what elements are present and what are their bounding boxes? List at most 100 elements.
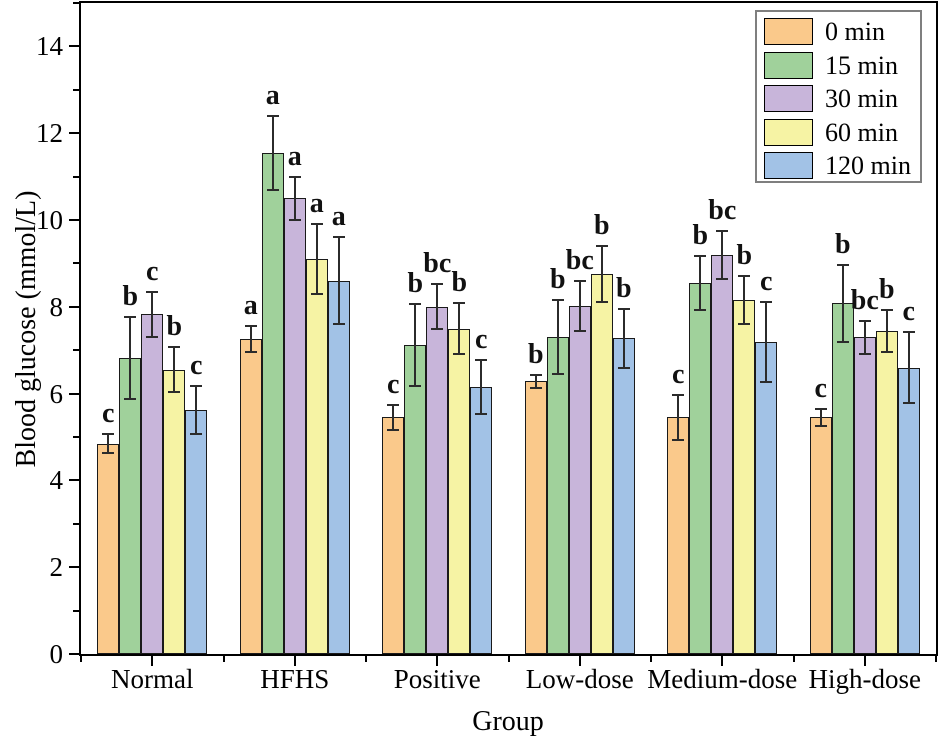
error-cap-bottom [738, 323, 751, 326]
error-bar [293, 176, 296, 220]
significance-letter: b [615, 272, 632, 304]
error-bar [677, 394, 680, 441]
error-cap-bottom [190, 432, 203, 435]
error-cap-bottom [694, 308, 707, 311]
significance-letter: b [451, 267, 468, 299]
error-bar [907, 331, 910, 404]
y-major-tick [69, 219, 79, 221]
y-major-tick [69, 305, 79, 308]
legend: 0 min 15 min 30 min 60 min 120 min [755, 10, 922, 183]
bar [755, 342, 778, 654]
bar [404, 345, 427, 654]
significance-letter: c [387, 369, 400, 401]
y-minor-tick [73, 2, 79, 4]
bar [119, 358, 142, 654]
error-cap-bottom [332, 323, 345, 326]
y-major-tick [69, 653, 79, 655]
error-cap-bottom [266, 188, 279, 191]
error-bar [107, 433, 110, 454]
significance-letter: b [166, 311, 183, 343]
legend-item: 60 min [764, 118, 920, 146]
error-bar [129, 316, 132, 400]
significance-letter: b [407, 267, 424, 299]
x-major-tick [151, 656, 154, 666]
legend-item: 15 min [764, 51, 920, 79]
x-category-label: Low-dose [525, 664, 634, 694]
error-cap-bottom [880, 350, 893, 353]
error-bar [249, 326, 252, 353]
error-cap-top [475, 359, 488, 362]
error-bar [622, 308, 625, 368]
significance-letter: b [527, 338, 544, 370]
error-cap-top [595, 245, 608, 248]
y-tick-label: 14 [36, 31, 63, 62]
bar [733, 300, 756, 654]
bar [283, 198, 306, 654]
significance-letter: c [814, 372, 827, 404]
error-cap-top [573, 279, 586, 282]
error-cap-bottom [102, 452, 115, 455]
error-cap-bottom [387, 428, 400, 431]
y-minor-tick [73, 522, 79, 525]
error-cap-bottom [431, 328, 444, 331]
x-minor-tick [792, 656, 795, 662]
legend-item: 0 min [764, 18, 920, 45]
x-minor-tick [935, 656, 937, 662]
x-minor-tick [650, 656, 652, 662]
error-bar [743, 276, 746, 325]
error-cap-top [190, 385, 203, 388]
x-minor-tick [222, 656, 225, 662]
bar [524, 381, 547, 654]
bar [327, 280, 350, 654]
x-minor-tick [80, 656, 82, 662]
error-cap-bottom [409, 385, 422, 388]
error-bar [534, 374, 537, 388]
error-bar [271, 115, 274, 190]
significance-letter: bc [850, 284, 879, 316]
error-bar [337, 237, 340, 325]
error-cap-bottom [453, 352, 466, 355]
y-minor-tick [73, 436, 79, 438]
legend-swatch [764, 118, 813, 146]
error-bar [699, 256, 702, 310]
bar [897, 367, 920, 654]
bar [239, 339, 262, 654]
y-major-tick [69, 45, 79, 48]
error-cap-bottom [672, 439, 685, 442]
significance-letter: c [190, 350, 203, 382]
error-bar [480, 360, 483, 414]
error-cap-bottom [168, 391, 181, 394]
error-cap-top [124, 315, 137, 318]
legend-item: 120 min [764, 152, 920, 179]
error-bar [841, 265, 844, 342]
y-tick-label: 12 [36, 118, 63, 149]
y-major-tick [69, 566, 79, 569]
error-cap-top [760, 301, 773, 304]
error-cap-top [551, 299, 564, 302]
error-cap-bottom [858, 352, 871, 355]
x-category-label: Normal [111, 664, 194, 694]
error-cap-top [858, 319, 871, 322]
x-minor-tick [365, 656, 367, 662]
bar [711, 254, 734, 654]
significance-letter: c [146, 255, 159, 287]
bar [689, 282, 712, 654]
bar [470, 387, 493, 654]
error-bar [819, 408, 822, 427]
error-cap-top [880, 308, 893, 311]
error-cap-top [409, 302, 422, 305]
error-cap-bottom [475, 412, 488, 415]
error-bar [578, 280, 581, 332]
error-bar [195, 386, 198, 434]
bar [305, 259, 328, 654]
legend-label: 0 min [825, 17, 885, 46]
error-cap-top [672, 393, 685, 396]
error-bar [765, 302, 768, 383]
error-bar [556, 300, 559, 375]
significance-letter: b [878, 273, 895, 305]
significance-letter: b [122, 280, 139, 312]
error-cap-top [288, 175, 301, 178]
x-major-tick [863, 656, 866, 666]
error-cap-bottom [716, 277, 729, 280]
significance-letter: b [692, 220, 709, 252]
